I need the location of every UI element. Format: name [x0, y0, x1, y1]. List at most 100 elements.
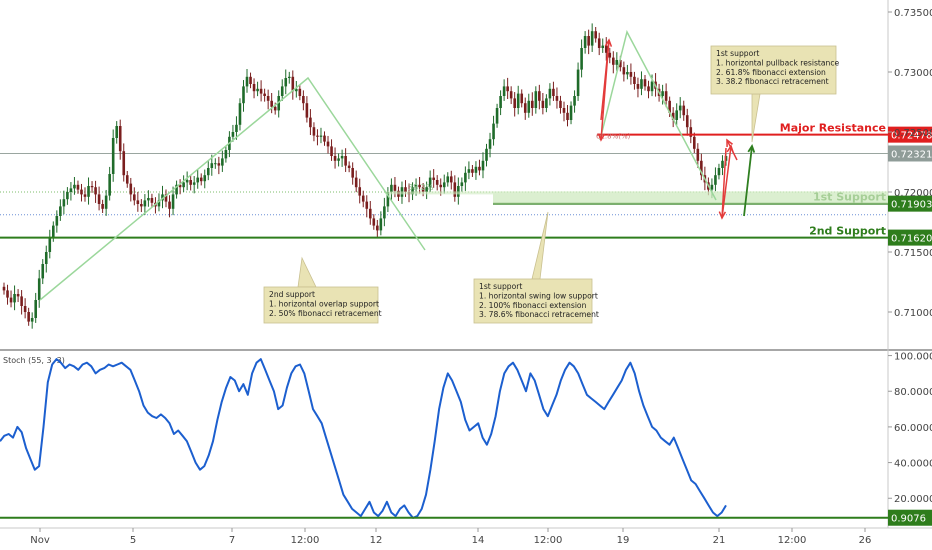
candle-body: [527, 100, 531, 113]
candle-body: [488, 139, 492, 149]
candle-body: [580, 48, 583, 70]
red-arrow: [721, 145, 732, 219]
candle-body: [104, 195, 108, 209]
candle-body: [717, 168, 721, 176]
candle-body: [157, 200, 161, 207]
2nd-support-value-tag: [888, 229, 932, 246]
candle-body: [534, 91, 538, 108]
candle-body: [266, 96, 270, 101]
candle-body: [414, 184, 418, 188]
candle-body: [273, 106, 277, 111]
candle-body: [48, 237, 52, 252]
candle-body: [140, 204, 143, 207]
candle-body: [52, 225, 55, 238]
candle-body: [263, 93, 266, 96]
candle-body: [168, 201, 171, 209]
candle-body: [376, 225, 379, 231]
candle-body: [485, 148, 488, 161]
candle-body: [217, 163, 221, 166]
stoch-title: Stoch (55, 3, 3): [3, 356, 65, 365]
candle-body: [597, 38, 601, 48]
candle-body: [573, 96, 576, 106]
candle-body: [284, 78, 288, 87]
candle-body: [640, 79, 643, 89]
candle-body: [111, 138, 115, 174]
candle-body: [351, 168, 354, 178]
candle-body: [129, 183, 133, 195]
candle-body: [372, 218, 376, 226]
candle-body: [192, 182, 196, 185]
stoch-tick-label: 60.0000: [894, 423, 932, 434]
x-tick-label: 26: [859, 535, 872, 546]
candle-body: [76, 184, 80, 190]
candle-body: [675, 110, 678, 120]
candle-body: [164, 194, 168, 202]
stoch-tick-label: 20.0000: [894, 494, 932, 505]
candle-body: [509, 91, 513, 99]
stoch-level-tag: [888, 509, 932, 526]
candle-body: [576, 69, 580, 96]
candle-body: [583, 36, 587, 48]
note-text: 1. horizontal pullback resistance: [716, 58, 840, 67]
candle-body: [467, 169, 471, 173]
candle-body: [330, 146, 333, 156]
candle-body: [203, 175, 207, 182]
2nd-support-value: 0.71620: [891, 234, 932, 245]
candle-body: [69, 188, 73, 192]
candle-body: [210, 163, 214, 168]
candle-body: [13, 294, 16, 303]
candle-body: [506, 86, 509, 92]
candle-body: [66, 192, 69, 200]
candle-body: [689, 127, 693, 137]
candle-body: [474, 166, 478, 173]
candle-body: [259, 88, 263, 94]
note-text: 3. 78.6% fibonacci retracement: [479, 310, 599, 319]
candle-body: [214, 163, 217, 165]
x-tick-label: 12: [370, 535, 383, 546]
candle-body: [368, 208, 372, 219]
candle-body: [125, 175, 129, 184]
candle-body: [161, 194, 164, 201]
candle-body: [199, 177, 203, 182]
candle-body: [671, 112, 675, 120]
candle-body: [287, 76, 291, 78]
price-tick-label: 0.72000: [894, 188, 932, 199]
candle-body: [231, 132, 235, 137]
candle-body: [291, 76, 295, 92]
candle-body: [298, 88, 302, 96]
candle-body: [569, 105, 573, 120]
red-arrow-down: [600, 39, 610, 141]
note-text: 1. horizontal overlap support: [269, 299, 379, 308]
candle-body: [587, 36, 590, 46]
candle-body: [643, 79, 647, 87]
note-text: 1st support: [479, 282, 522, 291]
candle-body: [41, 264, 45, 279]
candle-body: [636, 84, 640, 89]
candle-body: [245, 76, 249, 87]
candle-body: [108, 174, 111, 196]
candle-body: [464, 172, 467, 183]
note-text: 1. horizontal swing low support: [479, 291, 598, 300]
candle-body: [499, 96, 502, 108]
candle-body: [393, 184, 397, 191]
support-zone-left: [385, 191, 493, 195]
candle-body: [710, 184, 714, 190]
candle-body: [122, 151, 126, 176]
note-text: 1st support: [716, 49, 759, 58]
candle-body: [386, 192, 390, 207]
candle-body: [435, 180, 439, 185]
note-text: 2. 100% fibonacci extension: [479, 301, 587, 310]
candle-body: [516, 93, 520, 108]
candle-body: [80, 189, 83, 195]
candle-body: [224, 150, 228, 159]
fib-label: 61.8%(%): [596, 133, 631, 141]
candle-body: [379, 218, 383, 231]
candle-body: [6, 290, 9, 298]
stoch-level-value: 0.9076: [891, 514, 926, 525]
fib-swing-line: [599, 29, 717, 201]
candle-body: [333, 156, 337, 161]
x-tick-label: Nov: [30, 535, 50, 546]
note-box: [710, 45, 837, 95]
1st-support-value-tag: [888, 195, 932, 212]
